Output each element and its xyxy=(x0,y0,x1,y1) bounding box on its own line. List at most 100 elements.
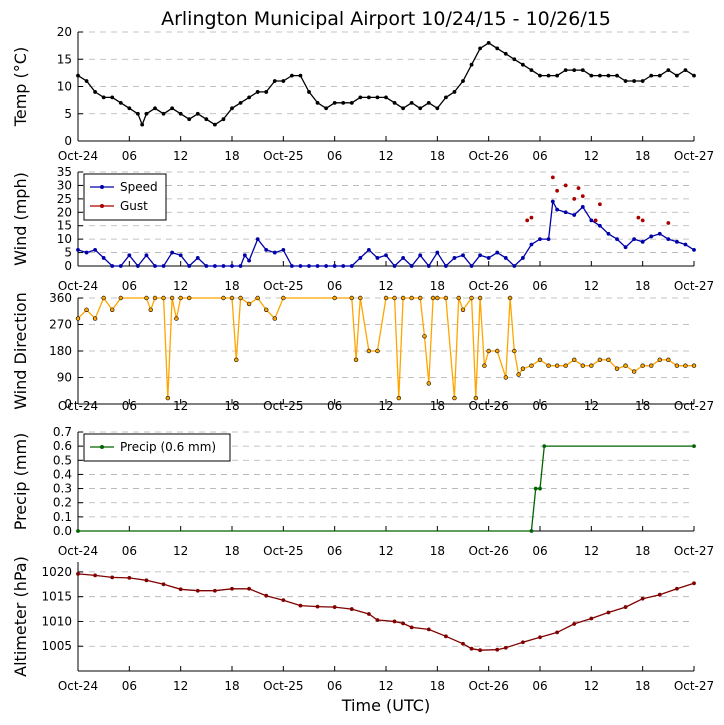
x-tick-label: 06 xyxy=(532,279,547,293)
data-point xyxy=(555,630,560,635)
data-point xyxy=(623,245,628,250)
data-point xyxy=(580,68,585,73)
data-point xyxy=(144,111,149,116)
data-point xyxy=(572,68,577,73)
data-point xyxy=(324,264,329,268)
data-point xyxy=(135,111,140,116)
data-point xyxy=(516,372,521,377)
x-tick-label: 06 xyxy=(327,279,342,293)
data-point xyxy=(76,529,80,533)
y-axis-label: Temp (°C) xyxy=(11,47,30,127)
data-point xyxy=(400,295,406,301)
y-tick-label: 0.5 xyxy=(53,453,72,467)
data-point xyxy=(555,73,560,78)
data-point xyxy=(426,381,431,386)
data-point xyxy=(674,73,679,78)
data-point xyxy=(409,625,414,630)
data-point xyxy=(657,592,662,597)
data-point xyxy=(401,621,406,626)
data-point xyxy=(546,363,551,368)
data-point xyxy=(597,223,602,228)
x-tick-label: 06 xyxy=(327,399,342,413)
y-tick-label: 360 xyxy=(49,291,72,305)
data-point xyxy=(657,231,662,236)
y-tick-label: 1020 xyxy=(41,565,72,579)
legend-marker xyxy=(100,445,104,449)
series-line xyxy=(78,445,694,532)
data-point xyxy=(546,237,551,242)
data-point xyxy=(503,256,508,260)
data-point xyxy=(426,264,431,268)
x-tick-label: Oct-27 xyxy=(674,149,714,163)
data-point xyxy=(93,90,98,94)
y-tick-label: 10 xyxy=(57,80,72,94)
data-point xyxy=(443,295,449,301)
data-point xyxy=(640,363,645,368)
data-point xyxy=(443,264,448,268)
data-point xyxy=(430,295,436,301)
data-point xyxy=(529,529,534,533)
data-point xyxy=(281,247,286,252)
data-point xyxy=(623,605,628,609)
data-point xyxy=(281,598,286,603)
x-tick-label: 18 xyxy=(430,149,445,163)
x-tick-label: 12 xyxy=(173,679,188,693)
legend: Speed Gust xyxy=(83,173,167,221)
data-point xyxy=(238,295,243,301)
x-tick-label: 06 xyxy=(122,149,137,163)
data-point xyxy=(264,307,269,312)
data-point xyxy=(461,641,465,646)
x-tick-label: 06 xyxy=(327,679,342,693)
data-point xyxy=(426,627,431,632)
data-point xyxy=(593,218,598,223)
y-tick-label: 0 xyxy=(64,134,72,148)
data-point xyxy=(255,295,260,301)
y-axis-label: Altimeter (hPa) xyxy=(11,556,30,677)
x-tick-label: 18 xyxy=(635,399,650,413)
data-point xyxy=(170,106,175,111)
data-point xyxy=(503,51,508,56)
data-point xyxy=(118,264,123,268)
x-tick-label: Oct-24 xyxy=(58,399,98,413)
data-point xyxy=(255,237,260,242)
data-point xyxy=(563,68,568,73)
data-point xyxy=(632,237,637,242)
data-point xyxy=(153,106,157,111)
x-tick-label: Oct-25 xyxy=(263,399,303,413)
legend-label: Speed xyxy=(120,180,158,194)
series-line xyxy=(77,296,694,399)
data-point xyxy=(666,357,671,363)
data-point xyxy=(495,647,500,652)
data-point xyxy=(623,79,628,83)
data-point xyxy=(615,73,619,78)
series-0 xyxy=(75,295,697,401)
data-point xyxy=(435,295,440,301)
x-tick-label: 06 xyxy=(122,279,137,293)
data-point xyxy=(418,253,423,258)
data-point xyxy=(589,363,594,368)
data-point xyxy=(221,117,226,122)
data-point xyxy=(478,253,483,258)
data-point xyxy=(520,256,525,260)
data-point xyxy=(195,256,200,260)
y-tick-label: 0.2 xyxy=(53,496,72,510)
data-point xyxy=(315,264,320,268)
data-point xyxy=(375,618,380,622)
data-point xyxy=(101,95,106,100)
data-point xyxy=(692,247,696,252)
data-point xyxy=(272,79,277,83)
x-tick-label: Oct-25 xyxy=(263,544,303,558)
data-point xyxy=(76,247,80,252)
data-point xyxy=(392,264,397,268)
data-point xyxy=(247,95,252,100)
x-tick-label: 06 xyxy=(327,544,342,558)
data-point xyxy=(118,100,123,105)
data-point xyxy=(341,264,346,268)
data-point xyxy=(580,205,585,209)
x-tick-label: 06 xyxy=(532,399,547,413)
data-point xyxy=(272,250,277,255)
x-tick-label: 12 xyxy=(584,679,599,693)
data-point xyxy=(529,242,534,247)
data-point xyxy=(75,316,81,321)
